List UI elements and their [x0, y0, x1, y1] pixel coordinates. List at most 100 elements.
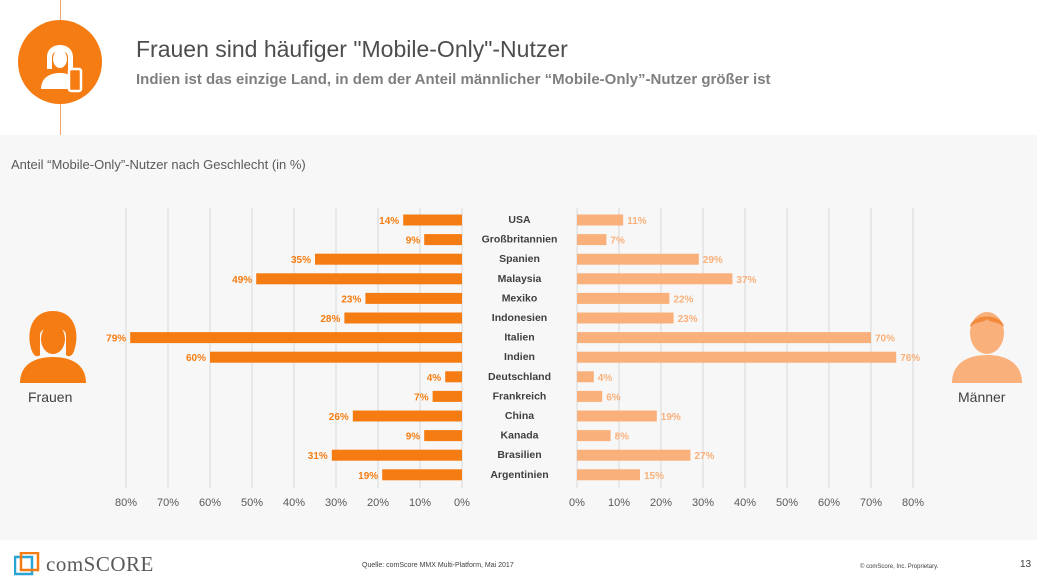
- category-label: USA: [508, 214, 531, 226]
- bar-men: [577, 292, 670, 304]
- category-label: Spanien: [499, 253, 540, 265]
- page-title: Frauen sind häufiger "Mobile-Only"-Nutze…: [136, 36, 568, 62]
- bar-men: [577, 410, 657, 422]
- bar-men: [577, 371, 594, 383]
- data-label-women: 28%: [320, 314, 340, 325]
- data-label-men: 7%: [610, 236, 625, 247]
- bar-men: [577, 430, 611, 442]
- x-tick-label-right: 60%: [818, 497, 840, 509]
- category-label: Italien: [504, 332, 534, 344]
- page-number: 13: [1020, 559, 1032, 570]
- woman-with-phone-icon: [18, 20, 102, 104]
- comscore-logo: comSCORE: [14, 552, 154, 576]
- x-tick-label-left: 40%: [283, 497, 305, 509]
- category-label: Argentinien: [490, 469, 548, 481]
- data-label-women: 9%: [406, 236, 421, 247]
- bar-men: [577, 351, 897, 363]
- category-label: Malaysia: [498, 273, 542, 285]
- category-label: Kanada: [501, 430, 539, 442]
- data-label-men: 37%: [736, 275, 756, 286]
- data-label-men: 15%: [644, 471, 664, 482]
- data-label-women: 23%: [341, 294, 361, 305]
- chart-subtitle: Anteil “Mobile-Only”-Nutzer nach Geschle…: [11, 157, 306, 172]
- comscore-logo-icon: [14, 552, 40, 576]
- page-subtitle: Indien ist das einzige Land, in dem der …: [136, 71, 771, 88]
- x-tick-label-left: 50%: [241, 497, 263, 509]
- data-label-women: 31%: [308, 451, 328, 462]
- category-label: Frankreich: [493, 390, 547, 402]
- data-label-women: 7%: [414, 392, 429, 403]
- data-label-women: 60%: [186, 353, 206, 364]
- data-label-men: 6%: [606, 392, 621, 403]
- data-label-women: 79%: [106, 334, 126, 345]
- bar-women: [344, 312, 462, 324]
- data-label-women: 19%: [358, 471, 378, 482]
- x-tick-label-right: 10%: [608, 497, 630, 509]
- data-label-men: 27%: [694, 451, 714, 462]
- data-label-men: 8%: [615, 432, 630, 443]
- x-tick-label-left: 20%: [367, 497, 389, 509]
- footer: [0, 540, 1037, 583]
- men-label: Männer: [958, 389, 1006, 405]
- bar-women: [210, 351, 462, 363]
- bar-men: [577, 449, 691, 461]
- bar-women: [403, 214, 462, 226]
- data-label-men: 4%: [598, 373, 613, 384]
- butterfly-bar-chart: 0% 0% 10% 10% 20% 20% 30% 30% 40% 40% 50% 50% 60% 60%…: [106, 208, 924, 509]
- data-label-women: 35%: [291, 255, 311, 266]
- comscore-logo-text: comSCORE: [46, 551, 154, 576]
- x-tick-label-left: 10%: [409, 497, 431, 509]
- category-label: Brasilien: [497, 449, 541, 461]
- bar-men: [577, 253, 699, 265]
- bar-men: [577, 234, 607, 246]
- data-label-men: 19%: [661, 412, 681, 423]
- man-icon: [952, 312, 1022, 383]
- data-label-women: 14%: [379, 216, 399, 227]
- bar-women: [365, 292, 462, 304]
- bar-women: [382, 469, 462, 481]
- data-label-women: 9%: [406, 432, 421, 443]
- data-label-women: 4%: [427, 373, 442, 384]
- data-label-men: 11%: [627, 216, 647, 227]
- bar-women: [432, 390, 462, 402]
- data-label-women: 49%: [232, 275, 252, 286]
- header: [0, 0, 1037, 135]
- bar-women: [130, 332, 462, 344]
- x-tick-label-left: 30%: [325, 497, 347, 509]
- x-tick-label-right: 50%: [776, 497, 798, 509]
- category-label: Indien: [504, 351, 535, 363]
- bar-men: [577, 214, 624, 226]
- bar-men: [577, 332, 871, 344]
- bar-women: [424, 430, 462, 442]
- x-tick-label-left: 80%: [115, 497, 137, 509]
- category-label: Mexiko: [502, 292, 538, 304]
- data-label-men: 29%: [703, 255, 723, 266]
- x-tick-label-right: 0%: [569, 497, 585, 509]
- bar-women: [256, 273, 462, 285]
- x-tick-label-right: 30%: [692, 497, 714, 509]
- category-label: Indonesien: [492, 312, 547, 324]
- bar-men: [577, 469, 640, 481]
- x-tick-label-right: 80%: [902, 497, 924, 509]
- x-tick-label-left: 60%: [199, 497, 221, 509]
- data-label-men: 76%: [900, 353, 920, 364]
- category-label: Deutschland: [488, 371, 551, 383]
- x-tick-label-left: 0%: [454, 497, 470, 509]
- bar-men: [577, 312, 674, 324]
- bar-women: [331, 449, 462, 461]
- women-label: Frauen: [28, 389, 73, 405]
- data-label-men: 22%: [673, 294, 693, 305]
- bar-women: [352, 410, 462, 422]
- x-tick-label-left: 70%: [157, 497, 179, 509]
- data-label-men: 70%: [875, 334, 895, 345]
- woman-icon: [20, 311, 86, 383]
- bar-men: [577, 390, 603, 402]
- bar-women: [315, 253, 462, 265]
- x-tick-label-right: 20%: [650, 497, 672, 509]
- data-label-men: 23%: [678, 314, 698, 325]
- category-label: Großbritannien: [482, 234, 558, 246]
- bar-women: [424, 234, 462, 246]
- category-label: China: [505, 410, 534, 422]
- x-tick-label-right: 40%: [734, 497, 756, 509]
- x-tick-label-right: 70%: [860, 497, 882, 509]
